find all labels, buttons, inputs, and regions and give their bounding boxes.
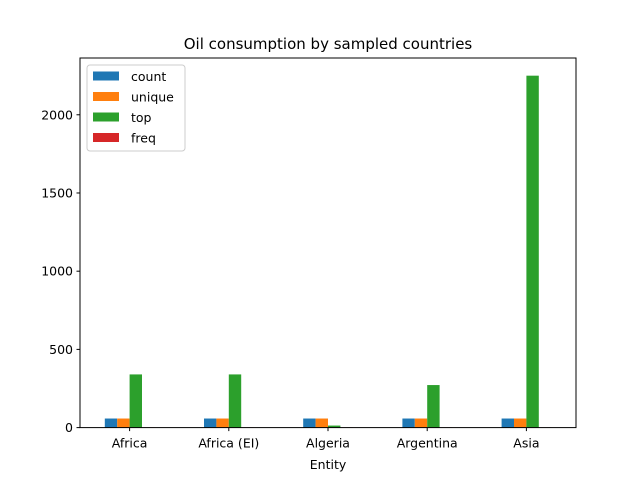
bar-count-2 <box>303 418 316 428</box>
legend-label-top: top <box>131 110 152 125</box>
bars-group <box>104 75 552 428</box>
bar-top-1 <box>228 374 242 428</box>
legend-label-count: count <box>131 69 166 84</box>
bar-top-2 <box>328 425 341 428</box>
y-tick-label: 0 <box>65 420 73 435</box>
bar-top-4 <box>526 75 539 428</box>
bar-count-3 <box>402 418 415 428</box>
legend-label-unique: unique <box>131 90 174 105</box>
legend-swatch-top <box>93 112 119 122</box>
legend-swatch-freq <box>93 133 119 142</box>
x-tick-label: Algeria <box>306 436 350 451</box>
bar-unique-0 <box>117 418 130 428</box>
y-tick-label: 2000 <box>41 107 73 122</box>
x-axis: Africa Africa (EI) Algeria Argentina Asia <box>112 427 540 451</box>
legend-box <box>86 64 186 152</box>
legend: count unique top freq <box>86 64 186 152</box>
y-axis: 0 500 1000 1500 2000 <box>41 107 80 435</box>
x-axis-label: Entity <box>310 457 347 472</box>
x-tick-label: Africa <box>112 436 148 451</box>
legend-label-freq: freq <box>131 131 156 146</box>
legend-swatch-count <box>93 71 119 81</box>
bar-unique-1 <box>216 418 229 428</box>
bar-count-0 <box>104 418 118 428</box>
x-tick-label: Argentina <box>397 436 458 451</box>
y-tick-label: 1500 <box>41 185 73 200</box>
x-tick-label: Africa (EI) <box>198 436 259 451</box>
bar-top-3 <box>427 385 440 428</box>
bar-unique-4 <box>514 418 527 428</box>
bar-unique-3 <box>414 418 428 428</box>
legend-swatch-unique <box>93 92 119 101</box>
y-tick-label: 1000 <box>41 264 73 279</box>
bar-unique-2 <box>315 418 328 428</box>
x-tick-label: Asia <box>513 436 539 451</box>
bar-count-4 <box>501 418 514 428</box>
y-tick-label: 500 <box>49 342 73 357</box>
chart-title: Oil consumption by sampled countries <box>184 35 473 53</box>
bar-top-0 <box>129 374 142 428</box>
bar-count-1 <box>204 418 217 428</box>
